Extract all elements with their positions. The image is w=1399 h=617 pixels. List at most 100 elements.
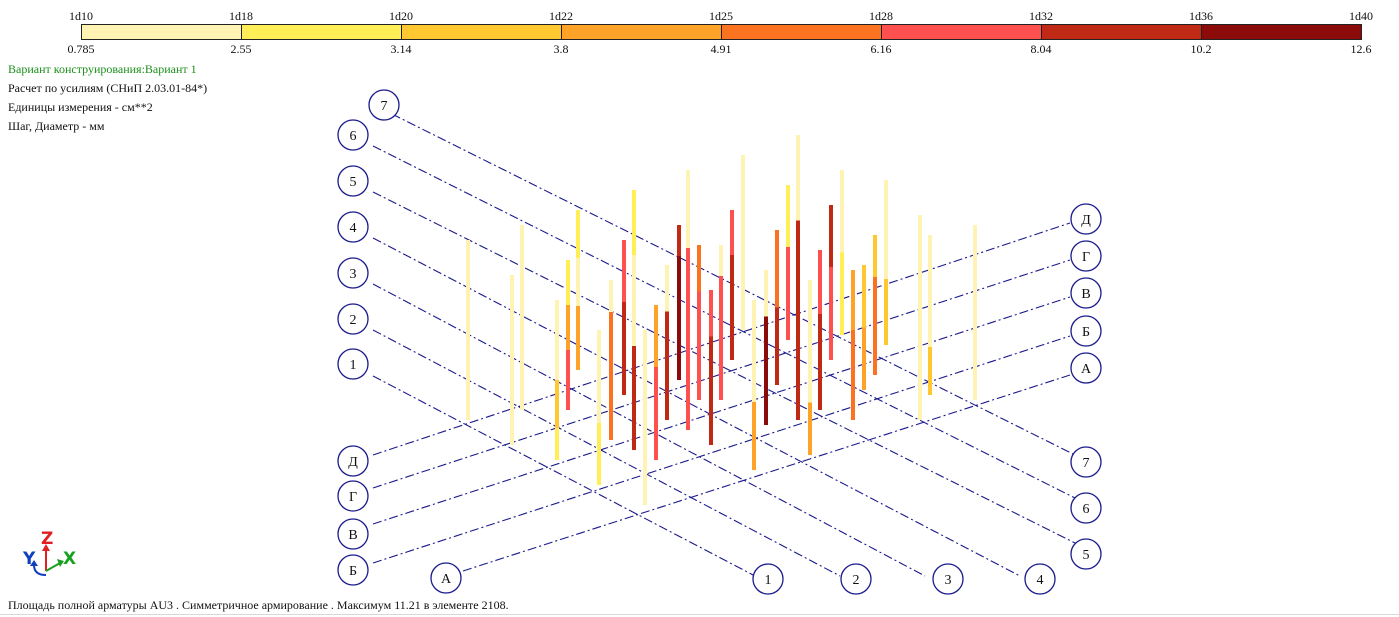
reinforcement-bar-segment [466, 240, 470, 420]
grid-bubble-left-Б [337, 554, 369, 586]
legend-area-label: 2.55 [230, 42, 252, 56]
reinforcement-bar-segment [973, 225, 977, 400]
reinforcement-bar-segment [840, 252, 844, 335]
reinforcement-bar-segment [643, 330, 647, 435]
grid-bubble-left-Д [337, 445, 369, 477]
reinforcement-bar-segment [597, 330, 601, 423]
reinforcement-bar-segment [851, 330, 855, 420]
legend-diameter-label: 1d40 [1349, 9, 1373, 23]
reinforcement-bar-segment [555, 428, 559, 460]
legend-diameter-label: 1d18 [229, 9, 253, 23]
reinforcement-bar-segment [654, 367, 658, 460]
reinforcement-bar-segment [510, 394, 514, 445]
grid-bubble-right-5 [1070, 538, 1102, 570]
reinforcement-bar-segment [786, 185, 790, 247]
reinforcement-bar-segment [786, 247, 790, 340]
info-panel: Вариант конструирования:Вариант 1 Расчет… [8, 60, 207, 136]
grid-bubble-left-3 [337, 257, 369, 289]
reinforcement-bar-segment [576, 210, 580, 258]
grid-bubble-right-1 [752, 563, 784, 595]
reinforcement-bar-segment [576, 258, 580, 306]
legend-diameter-label: 1d28 [869, 9, 893, 23]
reinforcement-bar-segment [686, 170, 690, 248]
grid-axis-line-1 [372, 375, 756, 577]
reinforcement-bar-segment [884, 180, 888, 279]
reinforcement-bar-segment [566, 260, 570, 305]
reinforcement-bar-segment [862, 265, 866, 328]
status-divider [0, 614, 1399, 615]
reinforcement-bar-segment [677, 225, 681, 256]
grid-bubble-left-В-label: В [348, 528, 357, 543]
reinforcement-bar-segment [730, 255, 734, 360]
reinforcement-bar-segment [665, 311, 669, 420]
legend-area-label: 3.14 [390, 42, 412, 56]
reinforcement-bar-segment [622, 302, 626, 395]
units-label: Единицы измерения - см**2 [8, 100, 153, 114]
grid-bubble-left-2 [337, 303, 369, 335]
grid-bubble-right-2 [840, 563, 872, 595]
reinforcement-bar-segment [796, 135, 800, 221]
legend-area-label: 4.91 [710, 42, 732, 56]
grid-bubble-right-Б-label: Б [1082, 325, 1090, 340]
grid-bubble-left-1 [337, 348, 369, 380]
grid-bubble-right-1-label: 1 [765, 573, 772, 588]
grid-bubble-left-5-label: 5 [350, 175, 357, 190]
grid-axis-line-Б [372, 335, 1071, 564]
grid-bubble-right-В-label: В [1081, 287, 1090, 302]
grid-bubble-left-2-label: 2 [350, 313, 357, 328]
grid-axis-line-В [372, 296, 1071, 525]
reinforcement-bar-segment [730, 210, 734, 255]
status-bar-text: Площадь полной арматуры AU3 . Симметричн… [8, 598, 509, 612]
grid-bubble-left-А [430, 562, 462, 594]
grid-bubble-right-Б [1070, 315, 1102, 347]
axis-x-label: X [63, 549, 77, 569]
grid-axis-line-5 [372, 191, 1076, 544]
reinforcement-bar-segment [697, 291, 701, 400]
calculation-method-label: Расчет по усилиям (СНиП 2.03.01-84*) [8, 81, 208, 95]
reinforcement-bar-segment [764, 316, 768, 425]
design-variant-label: Вариант конструирования:Вариант 1 [8, 62, 197, 76]
reinforcement-bar-segment [840, 170, 844, 253]
reinforcement-bar-segment [643, 435, 647, 505]
reinforcement-bar-segment [918, 215, 922, 420]
grid-axis-line-А [462, 374, 1071, 572]
reinforcement-bar-segment [928, 235, 932, 347]
grid-bubble-left-Б-label: Б [349, 564, 357, 579]
grid-bubble-right-5-label: 5 [1083, 548, 1090, 563]
reinforcement-bar-segment [520, 225, 524, 410]
grid-bubble-right-2-label: 2 [853, 573, 860, 588]
grid-bubble-left-6 [337, 119, 369, 151]
legend-area-label: 8.04 [1030, 42, 1052, 56]
reinforcement-bar-segment [609, 312, 613, 440]
reinforcement-bar-segment [752, 402, 756, 470]
grid-axis-line-2 [372, 329, 841, 577]
reinforcement-bar-segment [622, 240, 626, 302]
legend-area-label: 12.6 [1350, 42, 1372, 56]
reinforcement-bar-segment [829, 267, 833, 360]
reinforcement-bar-segment [632, 190, 636, 255]
legend-area-label: 0.785 [67, 42, 95, 56]
reinforcement-bar-segment [808, 280, 812, 403]
legend-area-label: 10.2 [1190, 42, 1212, 56]
grid-bubble-right-4 [1024, 563, 1056, 595]
grid-bubble-left-6-label: 6 [350, 129, 357, 144]
reinforcement-bar-segment [775, 230, 779, 308]
grid-axis-line-6 [372, 145, 1076, 499]
grid-bubble-right-Г-label: Г [1082, 250, 1090, 265]
grid-bubble-right-А-label: А [1081, 362, 1092, 377]
grid-bubble-left-3-label: 3 [350, 267, 357, 282]
legend-diameter-label: 1d36 [1189, 9, 1213, 23]
grid-bubble-left-4 [337, 211, 369, 243]
grid-bubble-right-6 [1070, 492, 1102, 524]
reinforcement-bar-segment [555, 300, 559, 380]
reinforcement-bar-segment [697, 245, 701, 292]
reinforcement-bar-segment [709, 290, 713, 337]
grid-bubble-right-Д-label: Д [1081, 213, 1091, 228]
reinforcement-bar-segment [665, 265, 669, 312]
reinforcement-bar-segment [796, 220, 800, 420]
grid-bubble-right-Д [1070, 203, 1102, 235]
grid-bubble-left-В [337, 518, 369, 550]
grid-axis-line-Г [372, 259, 1071, 489]
grid-bubble-left-7 [368, 89, 400, 121]
